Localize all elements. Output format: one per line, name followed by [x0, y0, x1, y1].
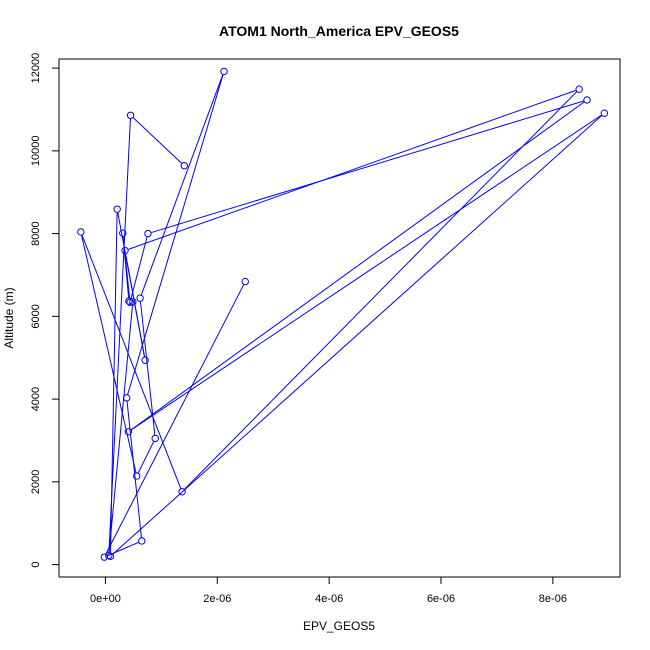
y-tick-label: 4000	[30, 387, 42, 411]
series-segment	[130, 236, 148, 300]
data-point	[105, 551, 113, 560]
data-point	[141, 356, 149, 364]
data-point	[119, 229, 127, 237]
series-segment	[126, 401, 142, 538]
y-axis-label: Altitude (m)	[2, 287, 16, 348]
data-point	[126, 111, 135, 119]
y-axis: 0 2000 4000 6000 8000 10000 12000	[30, 53, 60, 568]
series-segment	[184, 91, 578, 490]
series-segment	[108, 305, 133, 553]
data-point	[180, 162, 188, 170]
data-point	[600, 109, 609, 117]
data-point	[124, 428, 133, 436]
y-tick-label: 8000	[30, 221, 42, 245]
data-point	[583, 96, 591, 104]
series-points	[77, 67, 609, 561]
series-segment	[151, 100, 584, 234]
series-segment	[137, 441, 155, 474]
series-segment	[132, 117, 183, 164]
y-tick-label: 6000	[30, 304, 42, 328]
x-axis: 0e+00 2e-06 4e-06 6e-06 8e-06	[90, 576, 567, 605]
data-point	[136, 294, 144, 302]
data-point	[178, 488, 186, 496]
x-tick-label: 0e+00	[90, 593, 121, 605]
data-point	[144, 229, 152, 238]
series-segment	[130, 114, 602, 431]
y-tick-label: 10000	[30, 136, 42, 167]
data-point	[125, 297, 133, 305]
x-tick-label: 6e-06	[427, 593, 455, 605]
data-point	[129, 298, 137, 306]
data-point	[575, 85, 583, 93]
series-segment	[139, 301, 156, 435]
series-segment	[140, 74, 224, 296]
data-point	[220, 67, 228, 76]
series-segment	[81, 235, 137, 473]
y-tick-label: 0	[30, 562, 42, 568]
data-point	[241, 277, 249, 286]
series-segment	[127, 74, 224, 395]
data-point	[151, 434, 159, 443]
y-tick-label: 12000	[30, 53, 42, 84]
data-point	[122, 394, 131, 402]
data-point	[133, 472, 141, 480]
data-point	[126, 298, 134, 306]
series-segment	[130, 101, 585, 431]
x-axis-label: EPV_GEOS5	[303, 619, 375, 633]
data-point	[121, 246, 129, 255]
x-tick-label: 8e-06	[539, 593, 567, 605]
series-segment	[81, 235, 182, 489]
series-segment	[128, 89, 577, 250]
y-tick-label: 2000	[30, 470, 42, 494]
data-point	[113, 205, 121, 213]
chart-title: ATOM1 North_America EPV_GEOS5	[219, 23, 459, 39]
data-point	[138, 537, 146, 545]
series-segment	[112, 115, 603, 555]
x-tick-label: 4e-06	[315, 593, 343, 605]
series-segment	[108, 118, 131, 553]
series-lines	[81, 74, 603, 557]
x-tick-label: 2e-06	[203, 593, 231, 605]
data-point	[77, 228, 85, 236]
series-segment	[105, 284, 245, 555]
